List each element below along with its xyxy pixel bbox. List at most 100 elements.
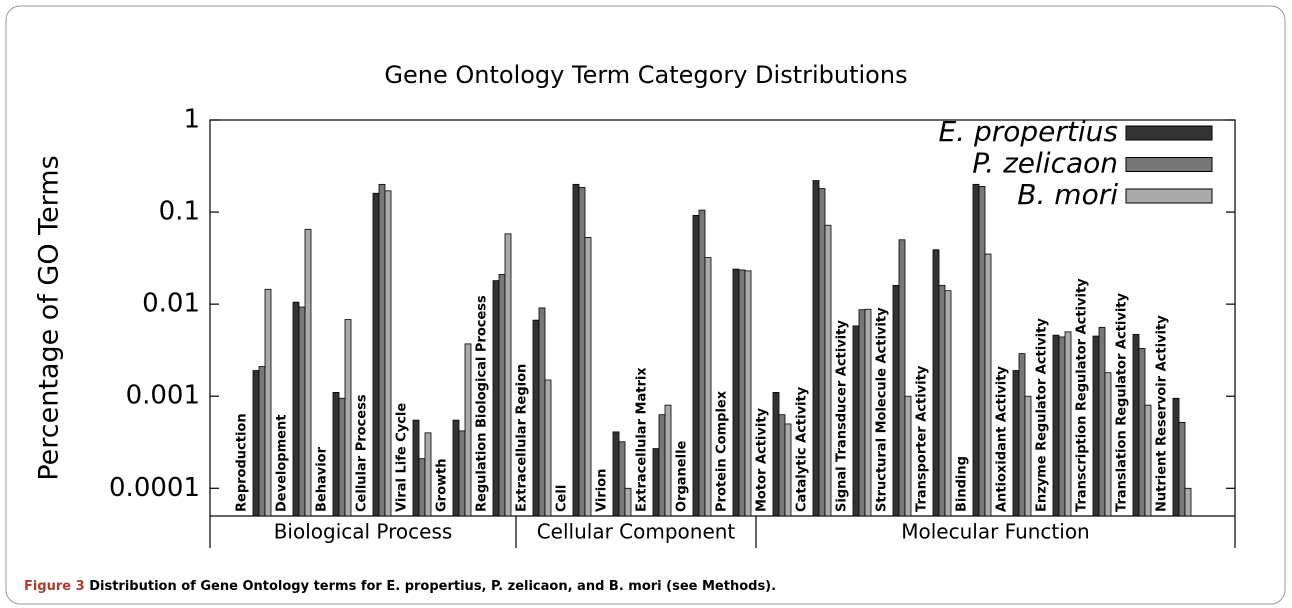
y-tick-label: 0.1 <box>159 197 200 227</box>
bar <box>664 404 672 517</box>
y-tick-label: 0.0001 <box>109 473 200 503</box>
group-label: Biological Process <box>274 520 453 544</box>
bar <box>978 186 986 517</box>
bar <box>972 183 980 517</box>
bar <box>898 239 906 517</box>
bar <box>378 183 386 517</box>
category-label: Regulation Biological Process <box>475 295 490 512</box>
bar <box>932 249 940 517</box>
bar <box>1098 326 1106 517</box>
bar <box>492 280 500 517</box>
category-label: Extracellular Matrix <box>635 367 650 512</box>
bar <box>1058 336 1066 517</box>
bar <box>1172 397 1180 517</box>
bar <box>944 290 952 517</box>
bar <box>424 432 432 517</box>
bar <box>658 414 666 517</box>
bar <box>344 319 352 517</box>
category-label: Extracellular Region <box>515 364 530 512</box>
bar <box>258 366 266 517</box>
bar <box>418 458 426 517</box>
bar <box>938 284 946 517</box>
group-label: Cellular Component <box>537 520 736 544</box>
bar <box>464 343 472 517</box>
bar <box>864 308 872 517</box>
legend-swatch <box>1125 188 1213 204</box>
category-label: Growth <box>435 459 450 513</box>
bar <box>1138 348 1146 517</box>
bar <box>1092 335 1100 517</box>
plot-frame <box>209 119 1236 517</box>
bar <box>264 288 272 517</box>
category-label: Signal Transducer Activity <box>835 320 850 512</box>
bar <box>372 192 380 517</box>
y-tick-label: 1 <box>183 105 200 135</box>
bar <box>892 284 900 517</box>
bar <box>818 188 826 517</box>
bar <box>332 392 340 517</box>
bar <box>772 392 780 517</box>
category-label: Transcription Regulator Activity <box>1075 278 1090 512</box>
category-label: Cell <box>555 485 570 512</box>
bar <box>532 319 540 517</box>
bar <box>824 224 832 517</box>
legend-label: E. propertius <box>938 115 1118 148</box>
bar <box>904 395 912 517</box>
chart-title: Gene Ontology Term Category Distribution… <box>384 61 907 89</box>
bar <box>732 268 740 517</box>
bar <box>572 183 580 517</box>
category-label: Transporter Activity <box>915 365 930 512</box>
category-label: Nutrient Reservoir Activity <box>1155 315 1170 512</box>
bar <box>1132 333 1140 517</box>
bar <box>544 379 552 517</box>
caption-text: Distribution of Gene Ontology terms for … <box>89 579 776 594</box>
bar <box>338 397 346 517</box>
bar <box>578 187 586 517</box>
category-label: Cellular Process <box>355 394 370 512</box>
bar <box>252 370 260 517</box>
bar <box>1064 331 1072 517</box>
bar <box>298 306 306 517</box>
bar <box>498 274 506 517</box>
bar <box>304 228 312 517</box>
category-label: Behavior <box>315 446 330 512</box>
bar <box>652 448 660 517</box>
y-axis-label: Percentage of GO Terms <box>34 155 65 480</box>
category-label: Enzyme Regulator Activity <box>1035 318 1050 512</box>
bar <box>738 269 746 517</box>
bar <box>1184 487 1192 517</box>
bar <box>1178 421 1186 517</box>
bar <box>1144 404 1152 517</box>
category-label: Catalytic Activity <box>795 386 810 512</box>
bar <box>612 431 620 517</box>
bar <box>292 301 300 517</box>
bar <box>584 237 592 517</box>
category-label: Translation Regulator Activity <box>1115 292 1130 512</box>
category-label: Protein Complex <box>715 390 730 512</box>
bar <box>1018 353 1026 517</box>
group-label: Molecular Function <box>901 520 1090 544</box>
category-label: Organelle <box>675 440 690 512</box>
bar <box>858 309 866 517</box>
legend-label: P. zelicaon <box>972 147 1118 180</box>
bar <box>538 307 546 517</box>
category-label: Virion <box>595 469 610 512</box>
bar <box>1104 372 1112 517</box>
bar <box>704 257 712 517</box>
bar <box>1012 370 1020 517</box>
category-label: Reproduction <box>235 413 250 512</box>
bar <box>1052 334 1060 517</box>
bar <box>1024 395 1032 517</box>
caption: Figure 3 Distribution of Gene Ontology t… <box>24 579 776 594</box>
bar <box>852 325 860 517</box>
category-label: Development <box>275 415 290 512</box>
bar <box>812 180 820 517</box>
bar <box>618 441 626 517</box>
bar <box>624 487 632 517</box>
bar <box>984 253 992 517</box>
category-label: Binding <box>955 456 970 512</box>
bar <box>452 419 460 517</box>
bar <box>504 233 512 517</box>
category-label: Antioxidant Activity <box>995 366 1010 512</box>
